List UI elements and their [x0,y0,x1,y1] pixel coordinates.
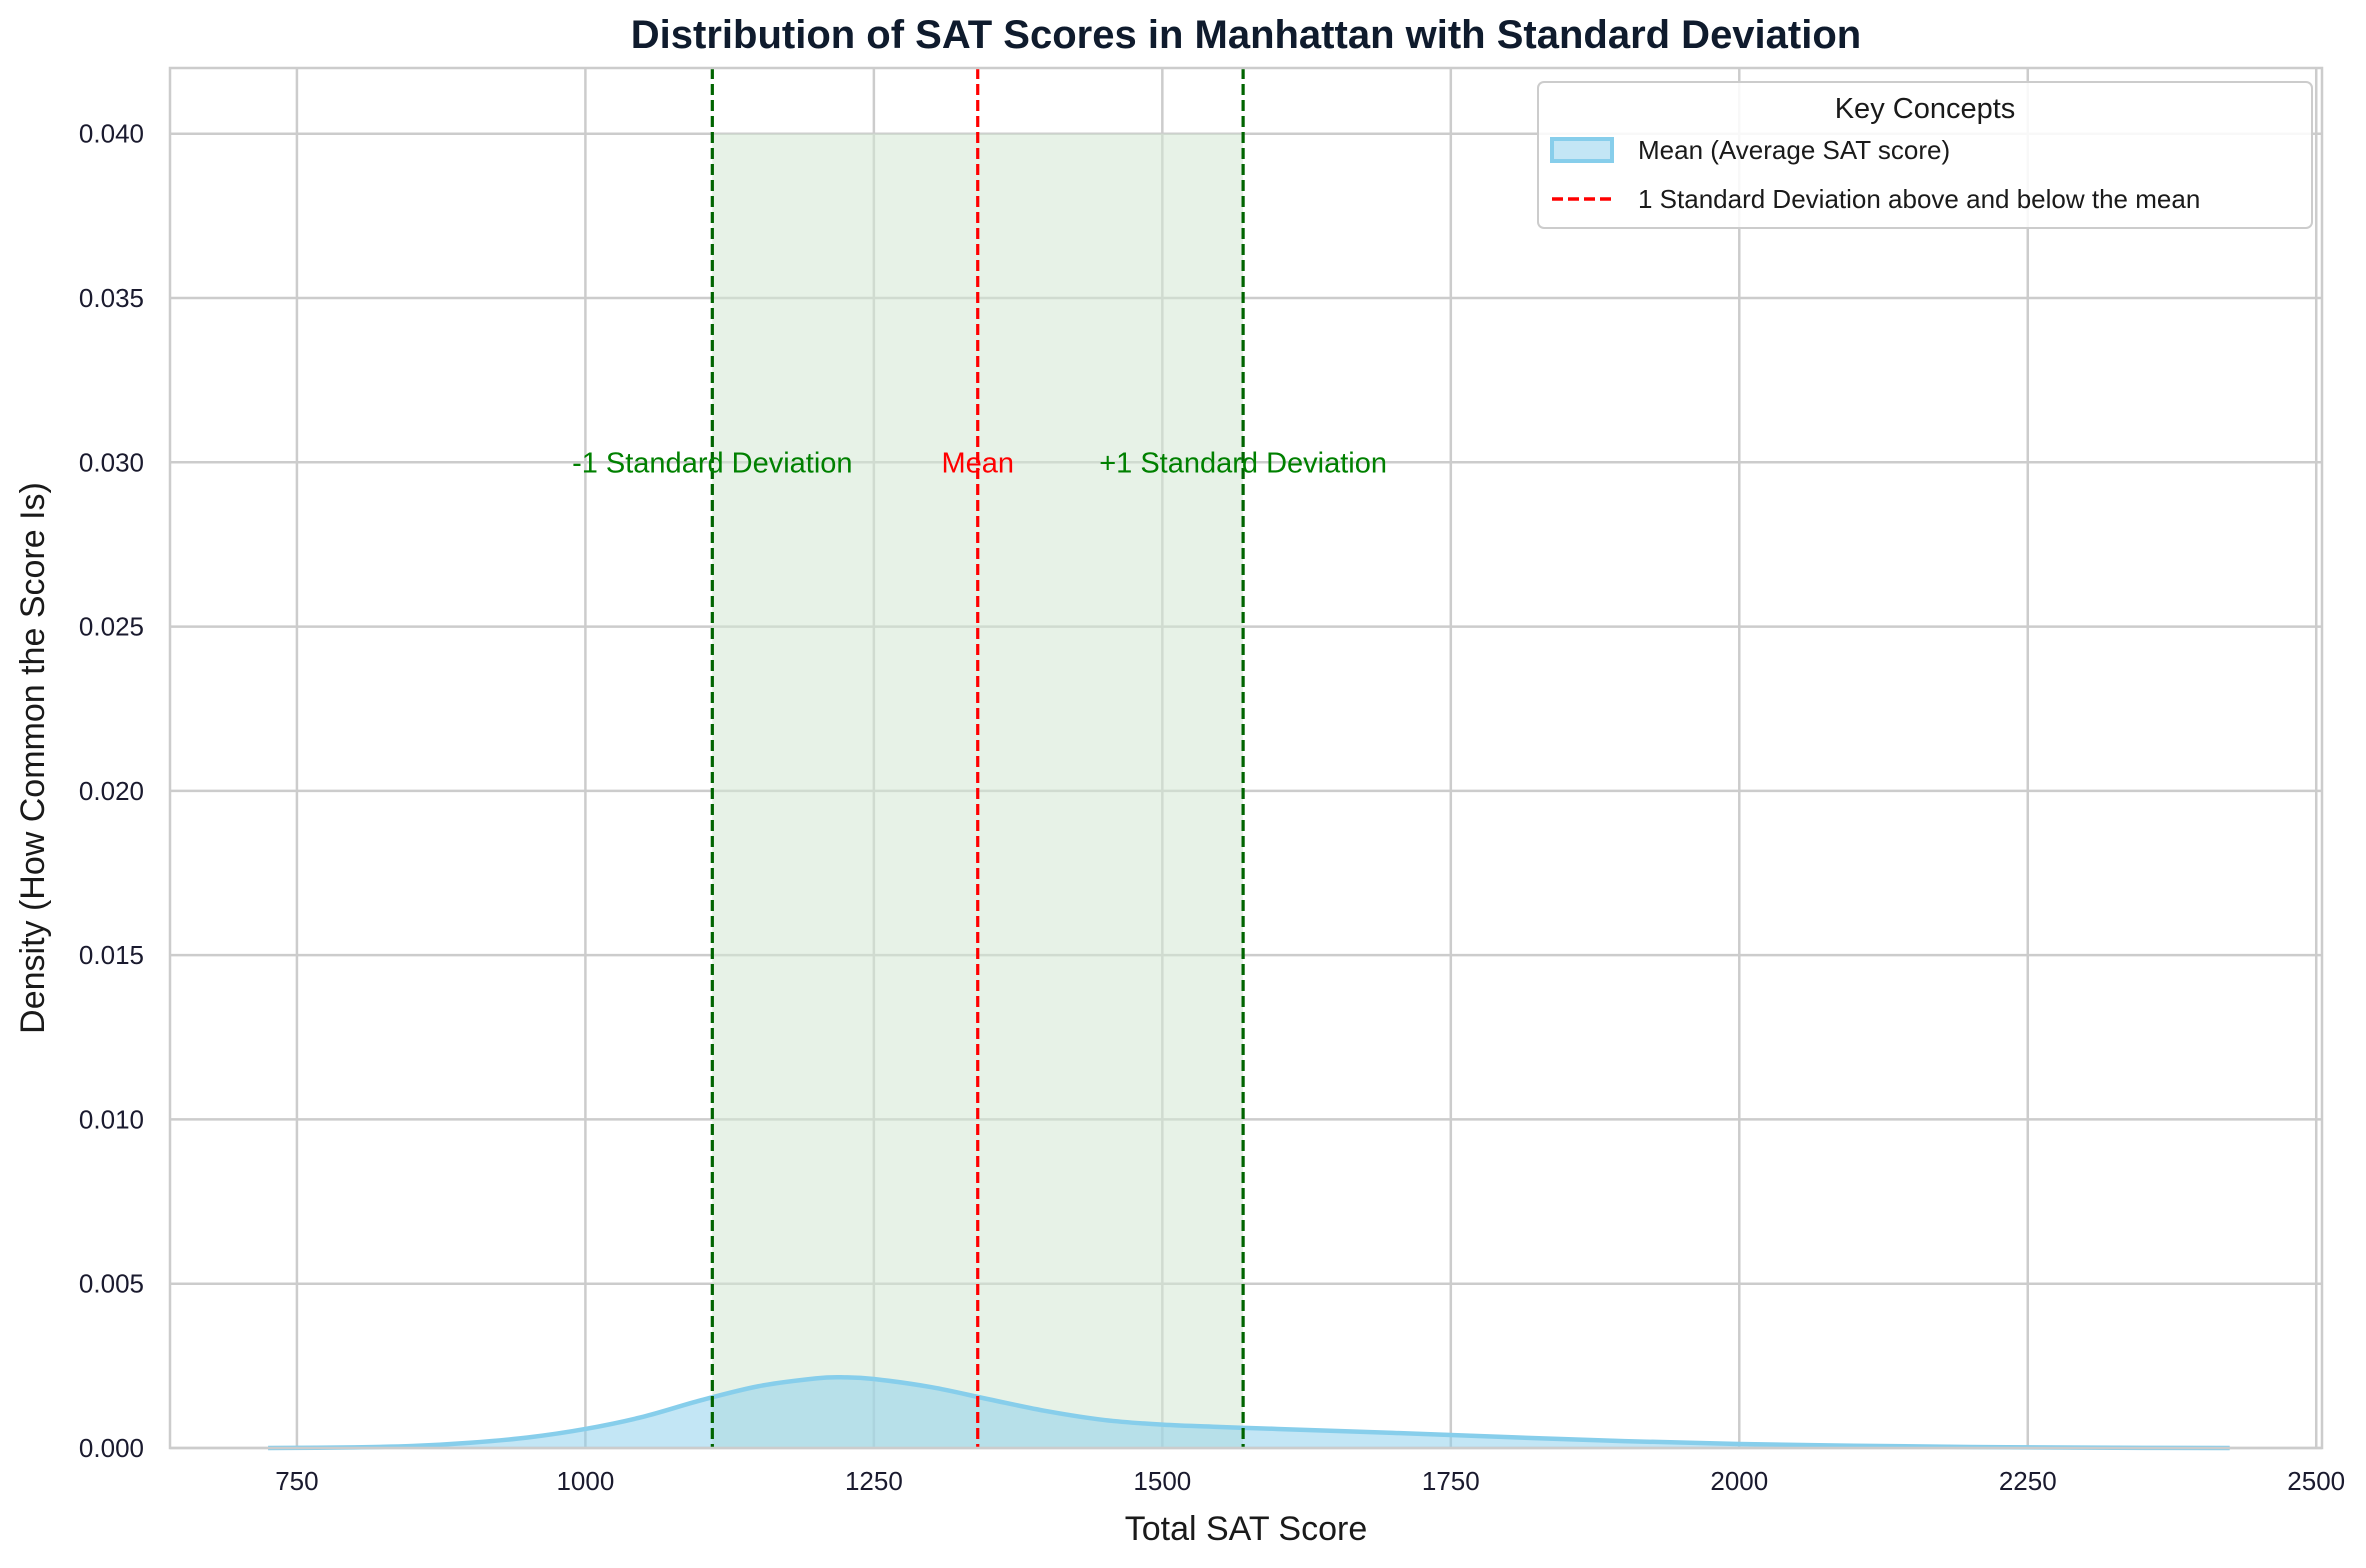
tick-labels: 750 1000 1250 1500 1750 2000 2250 2500 0.000 0.00… [79,119,2345,1496]
x-tick-label: 2250 [1999,1466,2057,1496]
y-tick-label: 0.040 [79,119,144,149]
x-axis-label: Total SAT Score [1125,1510,1368,1548]
x-tick-label: 1000 [556,1466,614,1496]
density-area [268,1377,2230,1448]
x-tick-label: 750 [275,1466,318,1496]
x-tick-label: 2500 [2287,1466,2345,1496]
plot-frame [168,66,2324,1450]
annotations: -1 Standard Deviation Mean +1 Standard Dev… [572,447,1387,479]
legend-entry-label: 1 Standard Deviation above and below the… [1638,184,2200,214]
y-tick-label: 0.030 [79,447,144,477]
legend-box [1537,81,2313,229]
y-tick-label: 0.035 [79,283,144,313]
y-tick-label: 0.010 [79,1104,144,1134]
reference-lines [710,68,1245,1448]
x-tick-label: 1750 [1422,1466,1480,1496]
legend-entry-label: Mean (Average SAT score) [1638,135,1950,165]
x-tick-label: 2000 [1710,1466,1768,1496]
x-tick-label: 1250 [845,1466,903,1496]
y-tick-label: 0.005 [79,1269,144,1299]
y-axis-label: Density (How Common the Score Is) [14,482,52,1034]
annotation-label: -1 Standard Deviation [572,447,853,479]
y-tick-label: 0.020 [79,776,144,806]
chart-title: Distribution of SAT Scores in Manhattan … [631,13,1861,57]
x-tick-label: 1500 [1133,1466,1191,1496]
y-tick-label: 0.025 [79,612,144,642]
density-curve [268,1374,2230,1451]
legend-title: Key Concepts [1835,93,2016,125]
annotation-label: +1 Standard Deviation [1099,447,1387,479]
legend-patch-swatch [1550,137,1614,163]
legend: Key Concepts Mean (Average SAT score) 1 St… [1537,81,2313,229]
annotation-label: Mean [941,447,1014,479]
density-line [268,1374,2230,1451]
y-tick-label: 0.000 [79,1433,144,1463]
y-tick-label: 0.015 [79,940,144,970]
